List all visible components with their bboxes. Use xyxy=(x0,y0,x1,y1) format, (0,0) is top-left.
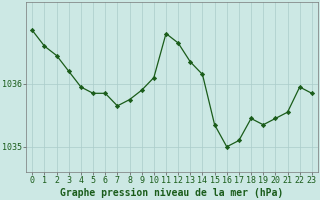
X-axis label: Graphe pression niveau de la mer (hPa): Graphe pression niveau de la mer (hPa) xyxy=(60,188,284,198)
